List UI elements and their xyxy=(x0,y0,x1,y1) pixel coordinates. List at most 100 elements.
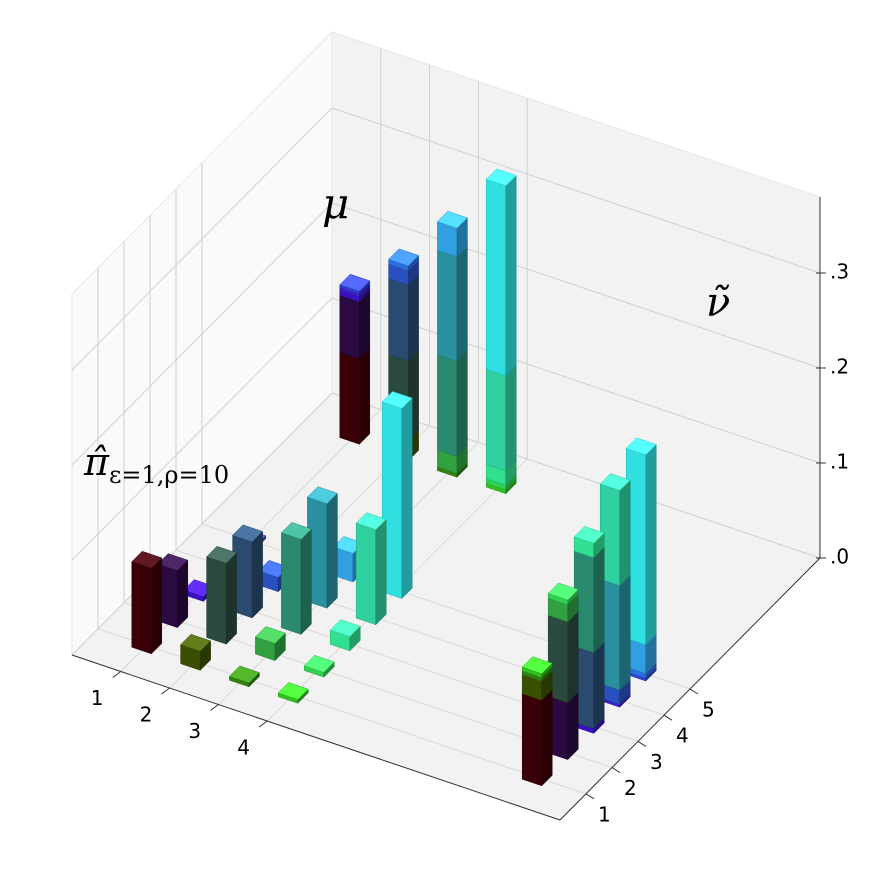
bar-face xyxy=(359,347,371,445)
bar-face xyxy=(388,248,420,267)
bar-face xyxy=(485,178,507,377)
bar xyxy=(381,391,413,600)
bar-face xyxy=(521,693,543,787)
bar xyxy=(625,437,657,646)
bar-face xyxy=(251,530,263,619)
bar xyxy=(228,665,260,688)
bar-face xyxy=(619,479,631,587)
z-tick-label: .3 xyxy=(830,260,849,284)
y-tick-label: 2 xyxy=(624,776,637,800)
bar-face xyxy=(280,522,312,540)
y-tick-label: 1 xyxy=(598,802,611,826)
x-tick xyxy=(161,687,170,695)
bar xyxy=(573,526,605,559)
bar-face xyxy=(326,492,338,609)
bar-face xyxy=(619,574,631,691)
bar xyxy=(436,211,468,258)
bar-face xyxy=(567,691,579,761)
bar xyxy=(485,168,517,377)
bar-face xyxy=(573,526,605,544)
y-tick xyxy=(585,793,595,800)
x-tick xyxy=(210,704,219,711)
bar-face xyxy=(593,546,605,654)
bar xyxy=(254,626,286,662)
x-tick-label: 4 xyxy=(237,736,250,760)
bar-face xyxy=(645,443,657,646)
bar-face xyxy=(505,174,517,377)
bar xyxy=(206,546,238,645)
grid-line xyxy=(331,107,821,274)
bar-face xyxy=(303,655,335,673)
bar-face xyxy=(599,473,631,491)
bar-face xyxy=(625,437,657,456)
grid-line xyxy=(331,202,821,369)
bar-face xyxy=(401,397,413,600)
bar-face xyxy=(329,619,361,637)
z-tick-label: .2 xyxy=(830,355,849,379)
z-tick-label: .1 xyxy=(830,450,849,474)
bar-face xyxy=(437,249,458,362)
bar-face xyxy=(228,665,260,684)
bar-face xyxy=(281,532,302,635)
bar xyxy=(131,551,163,655)
bar-face xyxy=(339,351,360,445)
bar xyxy=(180,634,212,671)
nu-label: ν̃ xyxy=(706,280,730,326)
bar-face xyxy=(225,552,237,645)
x-tick xyxy=(258,720,268,728)
x-axis-line xyxy=(71,654,561,821)
bar-face xyxy=(437,354,458,457)
bar-face xyxy=(306,486,338,504)
bar-face xyxy=(254,626,286,644)
bar-face xyxy=(131,551,163,569)
bar-face xyxy=(381,391,413,409)
grid-line xyxy=(97,628,587,795)
bar-face xyxy=(541,689,553,787)
bar xyxy=(339,273,371,295)
bar-face xyxy=(456,350,468,457)
bar-face xyxy=(505,364,517,472)
coupling-symbol: π̂ xyxy=(83,440,110,484)
bar-face xyxy=(206,546,238,564)
bar-face xyxy=(157,553,189,571)
bar-face xyxy=(547,582,579,601)
bar xyxy=(232,524,264,619)
bar xyxy=(306,486,338,609)
bar xyxy=(277,682,309,704)
bar xyxy=(303,655,335,678)
bar xyxy=(355,512,387,626)
bar xyxy=(547,582,579,606)
bar xyxy=(436,344,468,457)
bar xyxy=(329,619,361,652)
bar-face xyxy=(232,524,264,543)
bar xyxy=(573,540,605,654)
y-tick-label: 4 xyxy=(676,724,689,748)
bar-face xyxy=(521,656,553,674)
bar-face xyxy=(593,641,605,730)
bar-face xyxy=(355,512,387,530)
bar xyxy=(599,473,631,587)
bar xyxy=(388,248,420,272)
bar-face xyxy=(300,528,312,636)
x-tick-label: 2 xyxy=(140,703,153,727)
y-tick xyxy=(689,688,699,695)
bar-face xyxy=(375,518,387,626)
bar-face xyxy=(151,557,163,655)
y-tick xyxy=(611,767,621,774)
bar-face xyxy=(339,294,360,360)
bar-face xyxy=(567,610,579,704)
bar-face xyxy=(485,168,517,187)
coupling-subscript: ε=1,ρ=10 xyxy=(109,461,229,489)
bar xyxy=(280,522,312,636)
y-tick xyxy=(637,740,647,747)
bar-face xyxy=(206,556,227,645)
bar-face xyxy=(388,278,409,362)
bar-face xyxy=(407,273,419,362)
y-tick xyxy=(663,714,673,721)
bar-face xyxy=(436,211,468,229)
bar-face xyxy=(339,273,371,292)
x-tick xyxy=(112,671,122,678)
bar xyxy=(521,656,553,679)
